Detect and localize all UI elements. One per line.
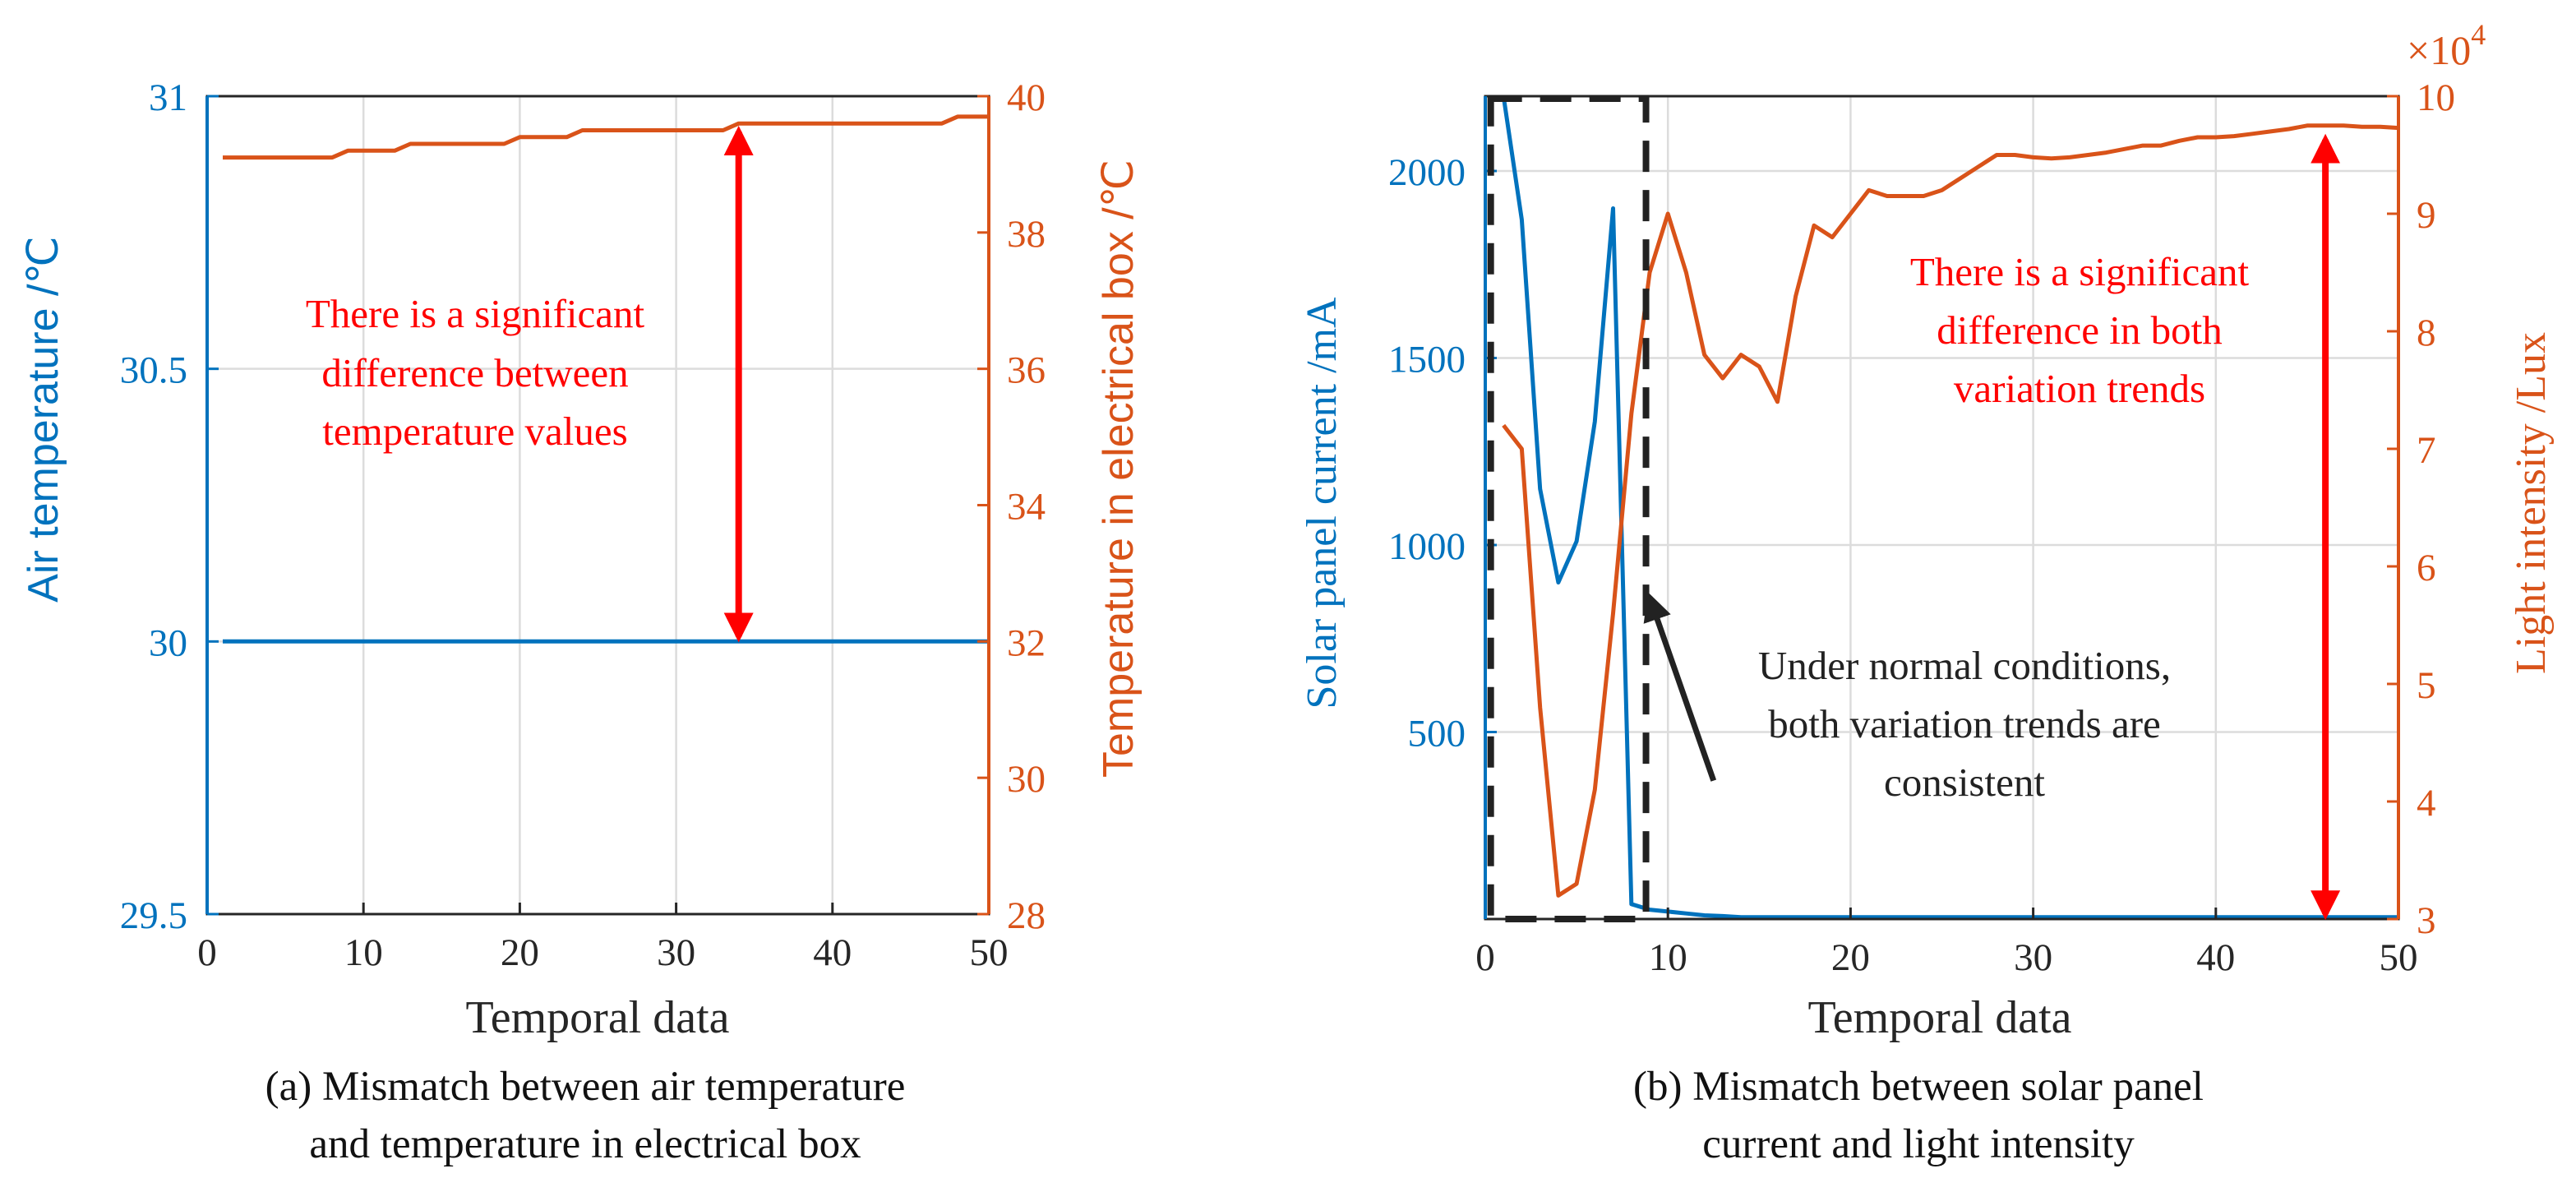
x-tick-label: 10	[1649, 936, 1687, 979]
right-y-tick-label: 4	[2417, 782, 2436, 825]
panel-a-grid	[205, 95, 990, 916]
right-y-tick-label: 36	[1007, 349, 1046, 392]
right-y-tick-label: 5	[2417, 664, 2436, 707]
left-y-tick-label: 1000	[1388, 525, 1466, 568]
right-y-tick-label: 28	[1007, 894, 1046, 937]
left-y-tick-label: 1500	[1388, 339, 1466, 381]
series-line-solar-panel-current	[1501, 95, 2398, 920]
panel-b-x-axis-label: Temporal data	[1807, 992, 2071, 1043]
panel-a-annotation: There is a significant difference betwee…	[306, 125, 754, 643]
right-y-tick-label: 6	[2417, 547, 2436, 589]
panel-b-caption-line-2: current and light intensity	[1702, 1121, 2135, 1167]
panel-a-annotation-line-2: difference between	[321, 350, 628, 395]
panel-b-annotation-line-3: variation trends	[1954, 366, 2205, 411]
right-y-tick-label: 3	[2417, 899, 2436, 942]
panel-a-caption-line-1: (a) Mismatch between air temperature	[265, 1064, 906, 1110]
panel-b-normal-condition-pointer	[1643, 592, 1717, 782]
right-y-tick-label: 9	[2417, 194, 2436, 237]
panel-b-normal-annotation-line-2: both variation trends are	[1768, 701, 2161, 746]
panel-a-right-axis-label: Temperature in electrical box /℃	[1095, 159, 1143, 778]
panel-b-right-axis-multiplier-base: ×10	[2407, 27, 2471, 73]
x-tick-label: 40	[813, 931, 852, 974]
panel-b-left-axis-label: Solar panel current /mA	[1299, 297, 1346, 709]
x-tick-label: 0	[197, 931, 217, 974]
panel-a-plot-frame	[205, 95, 990, 916]
panel-a-chart: 0 10 20 30 40 50 29.5 30 30.5 31 28 30 32 34 36 38 40 Th…	[20, 76, 1143, 1167]
series-line-temperature-in-electrical-box	[223, 114, 989, 160]
panel-b-normal-annotation-line-1: Under normal conditions,	[1758, 643, 2171, 688]
left-y-tick-label: 29.5	[120, 894, 187, 937]
left-y-tick-label: 30.5	[120, 349, 187, 392]
x-tick-label: 10	[344, 931, 383, 974]
panel-b-annotation-line-1: There is a significant	[1910, 249, 2250, 294]
left-y-tick-label: 30	[149, 621, 187, 664]
left-y-tick-label: 500	[1408, 713, 1466, 755]
panel-b-right-axis-label: Light intensity /Lux	[2508, 332, 2555, 674]
panel-b-series	[1501, 95, 2399, 920]
x-tick-label: 50	[2380, 936, 2418, 979]
panel-b-annotation-line-2: difference in both	[1937, 307, 2222, 353]
panel-b-annotation: There is a significant difference in bot…	[1910, 133, 2341, 921]
right-y-tick-label: 30	[1007, 758, 1046, 801]
right-y-tick-label: 7	[2417, 429, 2436, 472]
right-y-tick-label: 8	[2417, 312, 2436, 354]
x-tick-label: 50	[970, 931, 1009, 974]
panel-b-normal-annotation: Under normal conditions, both variation …	[1758, 643, 2171, 805]
panel-a-x-axis-label: Temporal data	[465, 992, 729, 1043]
x-tick-label: 20	[1831, 936, 1870, 979]
panel-b-normal-annotation-line-3: consistent	[1884, 760, 2045, 805]
right-y-tick-label: 38	[1007, 213, 1046, 256]
panel-b-chart: 0 10 20 30 40 50 500 1000 1500 2000 3 4 5 6 7 8 9 10 Unde…	[1299, 18, 2555, 1167]
x-tick-label: 30	[2014, 936, 2052, 979]
x-tick-label: 0	[1475, 936, 1495, 979]
panel-a-annotation-line-1: There is a significant	[306, 291, 645, 336]
right-y-tick-label: 10	[2417, 76, 2455, 119]
panel-a-caption-line-2: and temperature in electrical box	[309, 1121, 861, 1167]
right-y-tick-label: 40	[1007, 76, 1046, 119]
panel-a-series	[223, 114, 989, 644]
panel-a-ticks: 0 10 20 30 40 50 29.5 30 30.5 31 28 30 32 34 36 38 40	[120, 76, 1046, 974]
panel-b-right-axis-multiplier-exponent: 4	[2471, 18, 2486, 51]
panel-b-caption-line-1: (b) Mismatch between solar panel	[1633, 1064, 2204, 1110]
series-line-light-intensity	[1502, 123, 2399, 898]
left-y-tick-label: 31	[149, 76, 187, 119]
x-tick-label: 30	[657, 931, 695, 974]
panel-b-ticks: 0 10 20 30 40 50 500 1000 1500 2000 3 4 5 6 7 8 9 10	[1388, 76, 2455, 979]
x-tick-label: 40	[2196, 936, 2235, 979]
panel-a-annotation-line-3: temperature values	[322, 409, 627, 454]
right-y-tick-label: 32	[1007, 621, 1046, 664]
panel-a-left-axis-label: Air temperature /℃	[20, 236, 67, 603]
panel-b-right-axis-multiplier: ×104	[2407, 18, 2486, 73]
x-tick-label: 20	[501, 931, 539, 974]
left-y-tick-label: 2000	[1388, 151, 1466, 194]
right-y-tick-label: 34	[1007, 486, 1046, 529]
panel-b-normal-condition-box	[1487, 95, 1650, 922]
